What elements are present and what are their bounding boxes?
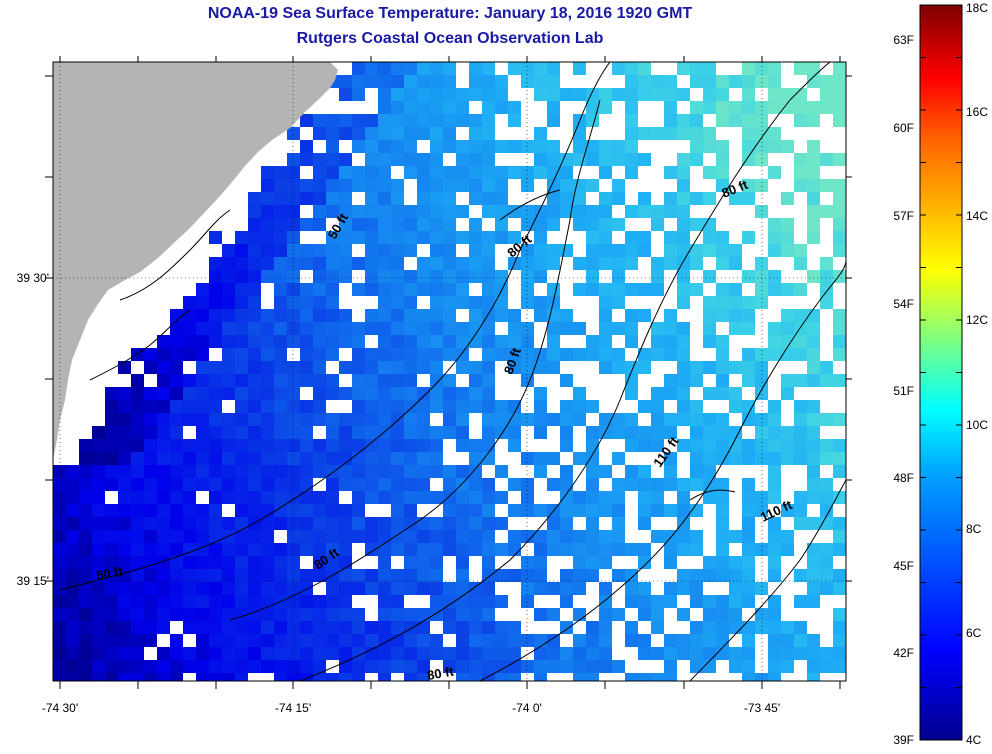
colorbar-c-label: 8C (966, 522, 982, 536)
x-tick-label: -74 15' (275, 701, 311, 715)
colorbar-c-label: 6C (966, 626, 982, 640)
colorbar-f-label: 51F (893, 384, 914, 398)
contour-label: 80 ft (426, 663, 456, 683)
map-title: NOAA-19 Sea Surface Temperature: January… (207, 5, 693, 22)
land-mass (53, 62, 338, 460)
map-subtitle: Rutgers Coastal Ocean Observation Lab (296, 30, 604, 47)
colorbar-c-label: 16C (966, 105, 988, 119)
colorbar-f-label: 39F (893, 733, 914, 747)
colorbar-c-label: 14C (966, 209, 988, 223)
colorbar-c-label: 4C (966, 733, 982, 747)
contour-label: 50 ft (95, 563, 125, 583)
colorbar-f-label: 42F (893, 646, 914, 660)
colorbar-ticks (920, 4, 962, 741)
colorbar-f-label: 54F (893, 297, 914, 311)
y-tick-label: 39 15' (17, 574, 49, 588)
colorbar-c-label: 12C (966, 313, 988, 327)
colorbar-c-label: 10C (966, 418, 988, 432)
depth-contours (59, 62, 846, 681)
colorbar-ramp (919, 4, 963, 741)
axis-minor-ticks (45, 56, 852, 689)
colorbar-c-label: 18C (966, 1, 988, 15)
sst-cells (53, 62, 846, 681)
x-tick-label: -73 45' (744, 701, 780, 715)
colorbar-f-label: 48F (893, 471, 914, 485)
y-tick-label: 39 30' (17, 271, 49, 285)
colorbar: 63F 60F 57F 54F 51F 48F 45F 42F 39F 18C … (893, 1, 988, 747)
x-tick-label: -74 30' (42, 701, 78, 715)
colorbar-f-label: 60F (893, 121, 914, 135)
x-tick-label: -74 0' (512, 701, 542, 715)
colorbar-f-label: 45F (893, 559, 914, 573)
colorbar-f-label: 57F (893, 209, 914, 223)
plot-area: -74 30' -74 15' -74 0' -73 45' 39 30' 39… (17, 56, 852, 715)
colorbar-f-label: 63F (893, 33, 914, 47)
graticule (53, 62, 846, 681)
